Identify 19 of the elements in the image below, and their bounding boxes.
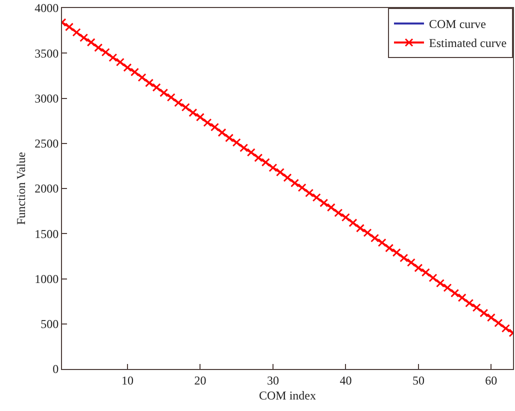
x-tick-label: 20 bbox=[194, 373, 206, 388]
x-tick-label: 30 bbox=[266, 373, 279, 388]
y-tick-label: 1500 bbox=[34, 226, 59, 241]
x-tick-label: 40 bbox=[340, 373, 352, 388]
y-tick-label: 0 bbox=[52, 362, 59, 376]
y-tick-label: 1000 bbox=[34, 272, 59, 286]
y-tick-label: 3500 bbox=[34, 46, 59, 60]
x-tick-label: 50 bbox=[412, 373, 424, 388]
y-tick-label: 2000 bbox=[34, 182, 59, 196]
y-tick-label: 2500 bbox=[34, 136, 59, 151]
legend-label: COM curve bbox=[429, 17, 486, 32]
x-tick-label: 60 bbox=[485, 373, 498, 388]
y-tick-label: 3000 bbox=[34, 91, 59, 106]
legend-label: Estimated curve bbox=[429, 36, 507, 50]
y-tick-label: 4000 bbox=[34, 1, 59, 16]
y-axis-title: Function Value bbox=[14, 152, 28, 225]
y-tick-label: 500 bbox=[40, 317, 59, 332]
x-axis-title: COM index bbox=[259, 388, 316, 402]
x-tick-label: 10 bbox=[121, 373, 134, 388]
